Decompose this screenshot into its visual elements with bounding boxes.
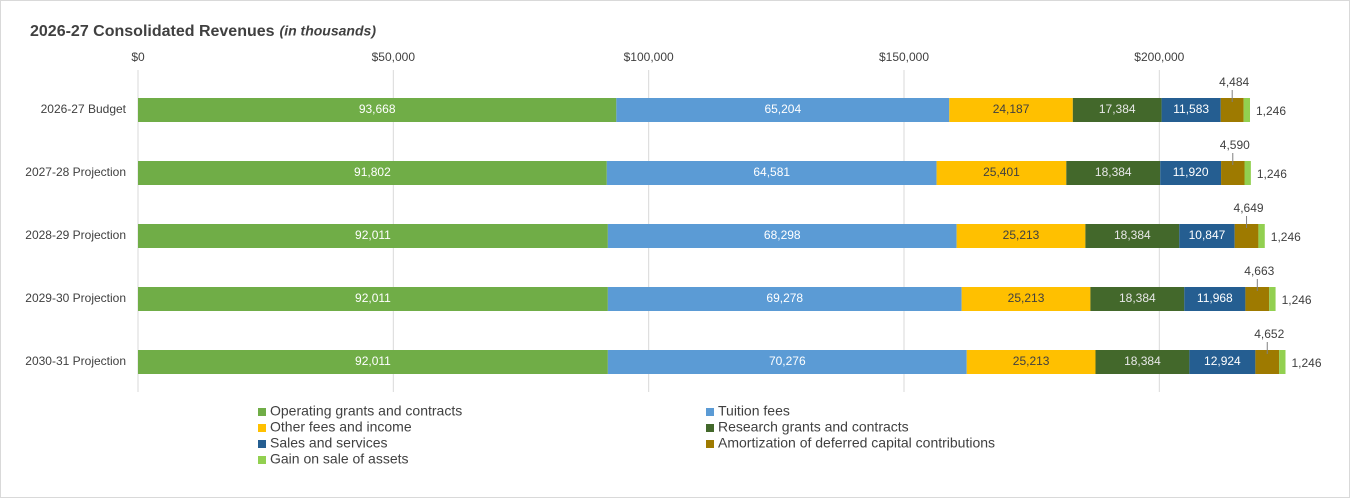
data-label: 18,384 <box>1124 354 1161 368</box>
data-label: 93,668 <box>359 102 396 116</box>
chart-subtitle: (in thousands) <box>280 23 377 39</box>
bar-segment <box>1221 161 1245 185</box>
data-label: 18,384 <box>1119 291 1156 305</box>
data-label: 1,246 <box>1271 230 1301 244</box>
y-tick-label: 2026-27 Budget <box>41 102 127 116</box>
legend-swatch <box>258 408 266 416</box>
legend-swatch <box>258 456 266 464</box>
data-label: 11,583 <box>1173 102 1209 116</box>
legend-label: Operating grants and contracts <box>270 403 462 419</box>
bar-segment <box>607 224 957 248</box>
bar-segment <box>1220 98 1244 122</box>
bar-segment <box>1085 224 1180 248</box>
data-label: 92,011 <box>355 354 391 368</box>
data-label: 92,011 <box>355 228 391 242</box>
y-tick-label: 2027-28 Projection <box>25 165 126 179</box>
bar-segment <box>138 161 607 185</box>
data-label: 69,278 <box>766 291 803 305</box>
legend-swatch <box>706 440 714 448</box>
y-tick-label: 2030-31 Projection <box>25 354 126 368</box>
legend-label: Sales and services <box>270 435 388 451</box>
data-label: 65,204 <box>764 102 801 116</box>
data-label: 92,011 <box>355 291 391 305</box>
x-tick-label: $150,000 <box>879 50 929 64</box>
bar-segment <box>616 98 950 122</box>
bar-segment <box>138 287 608 311</box>
bar-segment <box>138 98 617 122</box>
legend-label: Tuition fees <box>718 403 790 419</box>
legend-label: Research grants and contracts <box>718 419 909 435</box>
data-label: 24,187 <box>993 102 1030 116</box>
data-label: 25,213 <box>1008 291 1045 305</box>
bar-segment <box>1243 98 1251 122</box>
legend-label: Amortization of deferred capital contrib… <box>718 435 995 451</box>
bar-segment <box>1269 287 1276 311</box>
bar-segment <box>1255 350 1280 374</box>
legend-swatch <box>706 408 714 416</box>
bar-segment <box>1160 161 1222 185</box>
bar-segment <box>936 161 1067 185</box>
data-label: 1,246 <box>1256 104 1286 118</box>
bar-segment <box>1244 161 1251 185</box>
bar-segment <box>961 287 1091 311</box>
y-tick-label: 2029-30 Projection <box>25 291 126 305</box>
bar-segment <box>1179 224 1235 248</box>
legend-swatch <box>258 440 266 448</box>
bar-segment <box>966 350 1096 374</box>
bar-segment <box>1066 161 1161 185</box>
legend-label: Gain on sale of assets <box>270 451 409 467</box>
bar-segment <box>1258 224 1265 248</box>
x-tick-label: $200,000 <box>1134 50 1184 64</box>
data-label: 64,581 <box>753 165 790 179</box>
legend-swatch <box>258 424 266 432</box>
bar-segment <box>138 350 608 374</box>
data-label: 70,276 <box>769 354 806 368</box>
data-label: 11,968 <box>1197 291 1233 305</box>
data-label: 4,649 <box>1234 201 1264 215</box>
bar-segment <box>606 161 937 185</box>
data-label: 18,384 <box>1095 165 1132 179</box>
data-label: 25,401 <box>983 165 1020 179</box>
data-label: 25,213 <box>1013 354 1050 368</box>
bar-segment <box>607 350 967 374</box>
data-label: 18,384 <box>1114 228 1151 242</box>
data-label: 91,802 <box>354 165 391 179</box>
bar-segment <box>1279 350 1286 374</box>
bar-segment <box>1189 350 1256 374</box>
bar-segment <box>607 287 962 311</box>
data-label: 1,246 <box>1257 167 1287 181</box>
bar-segment <box>1245 287 1270 311</box>
x-tick-label: $50,000 <box>372 50 416 64</box>
y-tick-label: 2028-29 Projection <box>25 228 126 242</box>
data-label: 4,652 <box>1254 327 1284 341</box>
bar-segment <box>1234 224 1259 248</box>
data-label: 68,298 <box>764 228 801 242</box>
data-label: 1,246 <box>1282 293 1312 307</box>
bar-segment <box>949 98 1073 122</box>
legend-label: Other fees and income <box>270 419 412 435</box>
data-label: 4,663 <box>1244 264 1274 278</box>
data-label: 10,847 <box>1189 228 1226 242</box>
data-label: 1,246 <box>1291 356 1321 370</box>
bar-segment <box>1161 98 1221 122</box>
data-label: 12,924 <box>1204 354 1241 368</box>
bar-segment <box>1072 98 1162 122</box>
chart-title: 2026-27 Consolidated Revenues <box>30 23 275 40</box>
data-label: 25,213 <box>1003 228 1040 242</box>
legend-swatch <box>706 424 714 432</box>
bar-segment <box>1184 287 1246 311</box>
data-label: 11,920 <box>1173 165 1209 179</box>
data-label: 4,590 <box>1220 138 1250 152</box>
x-tick-label: $100,000 <box>624 50 674 64</box>
x-tick-label: $0 <box>131 50 145 64</box>
bar-segment <box>1090 287 1185 311</box>
data-label: 4,484 <box>1219 75 1249 89</box>
bar-segment <box>138 224 608 248</box>
bar-segment <box>956 224 1086 248</box>
data-label: 17,384 <box>1099 102 1136 116</box>
bar-segment <box>1095 350 1190 374</box>
